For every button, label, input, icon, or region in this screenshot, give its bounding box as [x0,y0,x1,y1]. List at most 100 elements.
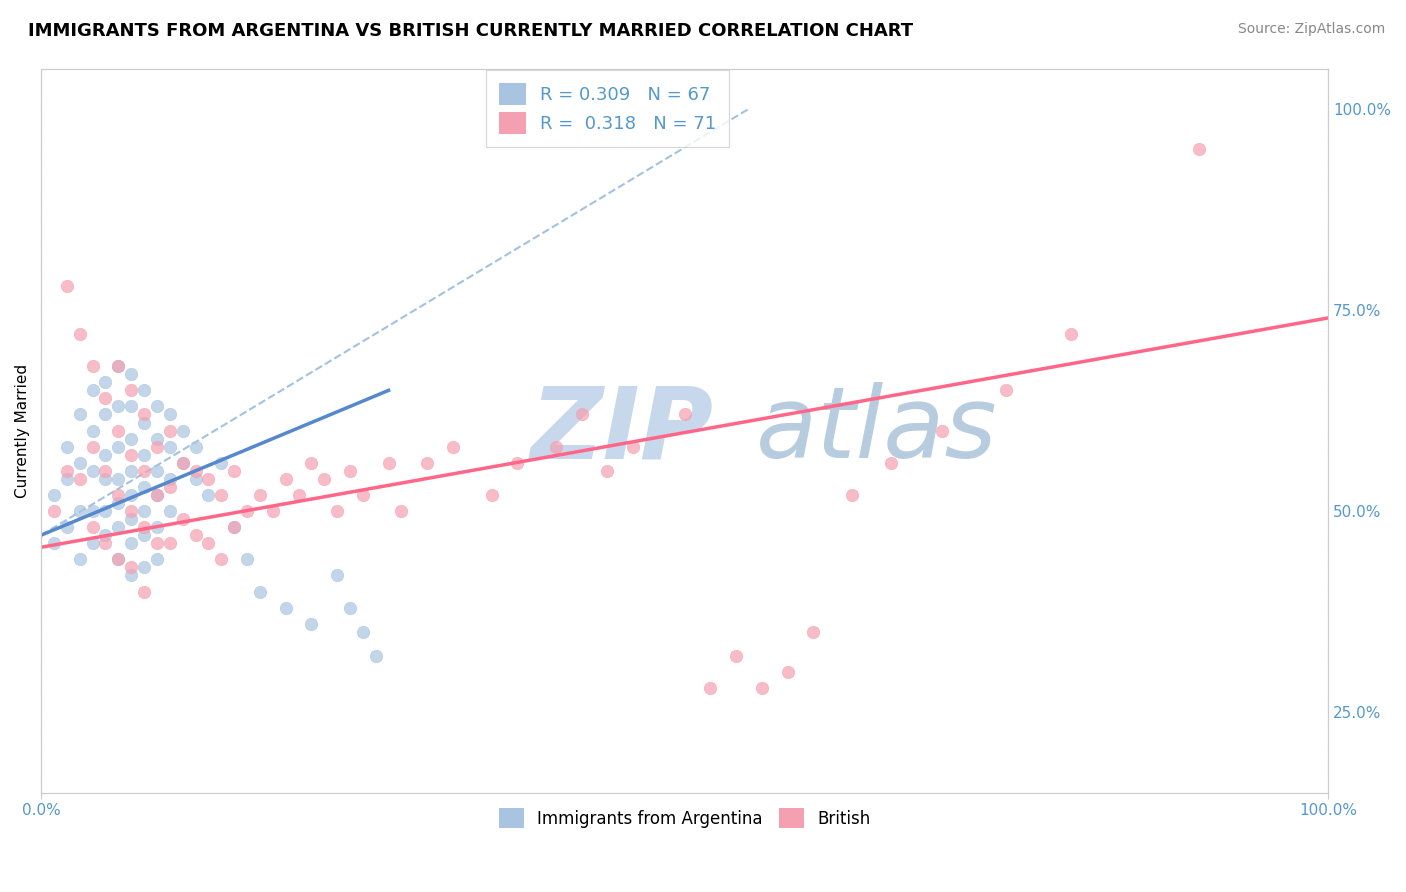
Point [94,472,117,486]
Point [56,464,79,478]
Point [120,432,142,446]
Point [132,448,155,462]
Point [82,359,104,374]
Point [94,536,117,550]
Point [107,552,129,566]
Text: IMMIGRANTS FROM ARGENTINA VS BRITISH CURRENTLY MARRIED CORRELATION CHART: IMMIGRANTS FROM ARGENTINA VS BRITISH CUR… [28,22,914,40]
Point [107,424,129,438]
Point [314,472,336,486]
Point [42,504,65,518]
Point [107,496,129,510]
Point [69,456,91,470]
Point [107,359,129,374]
Point [82,536,104,550]
Point [82,440,104,454]
Point [132,464,155,478]
Point [416,456,439,470]
Point [391,504,413,518]
Point [197,472,219,486]
Point [326,568,349,582]
Point [107,488,129,502]
Point [364,648,387,663]
Point [132,384,155,398]
Point [299,616,322,631]
Point [184,464,207,478]
Point [120,504,142,518]
Point [146,440,169,454]
Point [274,600,297,615]
Point [506,456,529,470]
Text: Source: ZipAtlas.com: Source: ZipAtlas.com [1237,22,1385,37]
Point [69,472,91,486]
Point [120,568,142,582]
Point [159,536,181,550]
Point [69,408,91,422]
Point [172,424,194,438]
Point [94,448,117,462]
Point [184,472,207,486]
Point [56,520,79,534]
Point [249,584,271,599]
Point [481,488,503,502]
Point [82,520,104,534]
Point [107,440,129,454]
Point [69,552,91,566]
Point [132,528,155,542]
Point [94,504,117,518]
Point [132,480,155,494]
Point [107,472,129,486]
Point [146,400,169,414]
Point [132,520,155,534]
Point [120,448,142,462]
Point [159,424,181,438]
Point [339,600,361,615]
Point [776,665,799,679]
Point [42,536,65,550]
Point [94,376,117,390]
Point [82,464,104,478]
Point [159,504,181,518]
Point [236,504,259,518]
Legend: Immigrants from Argentina, British: Immigrants from Argentina, British [492,801,877,835]
Point [1060,326,1083,341]
Point [120,512,142,526]
Point [120,560,142,574]
Point [159,408,181,422]
Point [184,528,207,542]
Point [132,504,155,518]
Point [146,520,169,534]
Point [224,464,246,478]
Point [352,624,374,639]
Point [197,536,219,550]
Point [287,488,309,502]
Point [172,456,194,470]
Point [209,552,232,566]
Point [699,681,721,695]
Point [236,552,259,566]
Point [274,472,297,486]
Point [441,440,464,454]
Point [879,456,901,470]
Point [107,359,129,374]
Point [120,384,142,398]
Point [262,504,284,518]
Point [132,584,155,599]
Point [159,480,181,494]
Point [224,520,246,534]
Point [209,488,232,502]
Point [82,504,104,518]
Point [673,408,696,422]
Point [146,464,169,478]
Text: ZIP: ZIP [530,382,713,479]
Point [69,326,91,341]
Point [159,440,181,454]
Point [571,408,593,422]
Point [94,408,117,422]
Point [120,464,142,478]
Point [132,560,155,574]
Point [146,536,169,550]
Point [56,472,79,486]
Point [299,456,322,470]
Text: atlas: atlas [755,382,997,479]
Point [146,488,169,502]
